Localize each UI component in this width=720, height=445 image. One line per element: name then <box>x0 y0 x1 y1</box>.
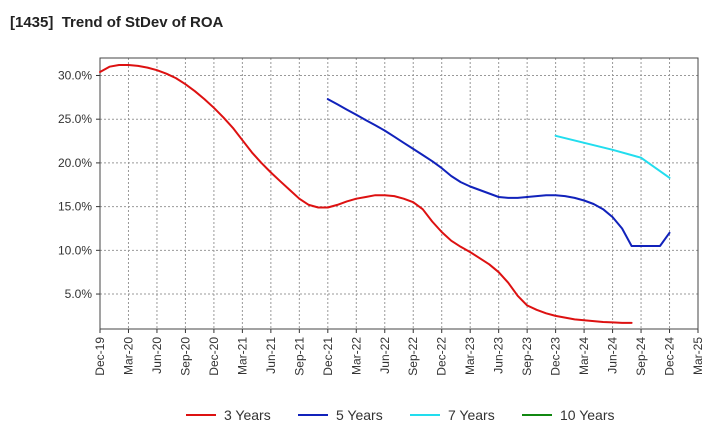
y-tick-label: 20.0% <box>58 156 92 170</box>
plot-frame <box>99 57 699 330</box>
x-tick-label: Dec-21 <box>321 337 335 376</box>
x-tick-label: Jun-24 <box>606 337 620 374</box>
series-layer <box>99 64 671 324</box>
y-tick-label: 25.0% <box>58 112 92 126</box>
x-tick-label: Mar-23 <box>463 337 477 375</box>
x-tick-label: Jun-23 <box>492 337 506 374</box>
legend-label: 3 Years <box>224 407 271 423</box>
series-line-5-years <box>326 98 671 247</box>
x-tick-label: Dec-23 <box>549 337 563 376</box>
x-tick-label: Dec-22 <box>435 337 449 376</box>
y-tick-label: 30.0% <box>58 68 92 82</box>
series-line-3-years <box>99 64 633 324</box>
legend: 3 Years 5 Years 7 Years 10 Years <box>186 407 615 423</box>
y-tick-label: 5.0% <box>65 287 93 301</box>
x-tick-label: Mar-25 <box>691 337 705 375</box>
series-line-7-years <box>554 134 671 179</box>
x-tick-label: Mar-24 <box>577 337 591 375</box>
x-tick-label: Jun-20 <box>150 337 164 374</box>
legend-label: 7 Years <box>448 407 495 423</box>
x-tick-label: Dec-24 <box>663 337 677 376</box>
x-tick-label: Dec-20 <box>207 337 221 376</box>
x-tick-label: Mar-21 <box>235 337 249 375</box>
y-tick-label: 15.0% <box>58 200 92 214</box>
grid-layer <box>100 58 698 329</box>
chart-title: [1435] Trend of StDev of ROA <box>10 14 224 31</box>
legend-label: 5 Years <box>336 407 383 423</box>
x-tick-label: Sep-21 <box>292 337 306 376</box>
y-tick-label: 10.0% <box>58 243 92 257</box>
x-tick-label: Jun-21 <box>264 337 278 374</box>
x-tick-label: Sep-20 <box>178 337 192 376</box>
x-tick-label: Dec-19 <box>93 337 107 376</box>
x-tick-label: Sep-23 <box>520 337 534 376</box>
x-tick-label: Sep-22 <box>406 337 420 376</box>
axis-layer: Dec-19 Mar-20 Jun-20 Sep-20 Dec-20 Mar-21 Jun-… <box>58 57 705 376</box>
x-tick-label: Sep-24 <box>634 337 648 376</box>
x-tick-label: Mar-22 <box>349 337 363 375</box>
x-tick-label: Mar-20 <box>121 337 135 375</box>
legend-label: 10 Years <box>560 407 615 423</box>
x-tick-label: Jun-22 <box>378 337 392 374</box>
